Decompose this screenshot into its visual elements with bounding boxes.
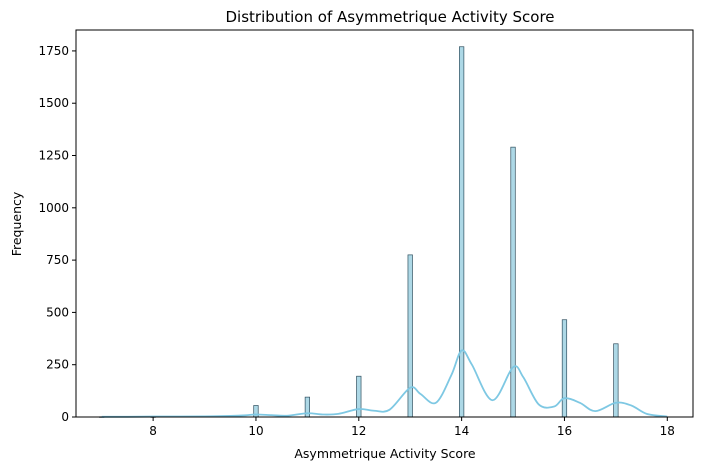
y-tick-label: 1500	[38, 96, 69, 110]
y-tick-label: 250	[46, 358, 69, 372]
histogram-bar	[613, 343, 619, 418]
y-tick-label: 1750	[38, 44, 69, 58]
y-tick-label: 1250	[38, 149, 69, 163]
histogram-bar	[407, 254, 413, 418]
y-tick-label: 0	[61, 410, 69, 424]
kde-curve	[101, 349, 668, 418]
y-tick-label: 1000	[38, 201, 69, 215]
kde-layer	[101, 349, 668, 418]
x-tick-label: 14	[454, 424, 469, 438]
histogram-bar	[356, 375, 362, 418]
y-tick-label: 750	[46, 253, 69, 267]
histogram-bar	[459, 46, 465, 418]
histogram-bar	[510, 146, 516, 418]
plot-frame	[75, 29, 694, 418]
y-tick-label: 500	[46, 305, 69, 319]
plot-area	[99, 46, 619, 418]
x-tick-label: 18	[660, 424, 675, 438]
y-axis: 0 250 500 750 1000 1250 1500 1750	[38, 44, 76, 424]
y-axis-label: Frequency	[9, 191, 24, 256]
x-tick-label: 12	[351, 424, 366, 438]
histogram-bar	[561, 319, 568, 418]
x-tick-label: 8	[149, 424, 157, 438]
x-tick-label: 16	[557, 424, 572, 438]
chart-title: Distribution of Asymmetrique Activity Sc…	[225, 8, 554, 26]
x-axis-label: Asymmetrique Activity Score	[294, 446, 476, 461]
x-tick-label: 10	[248, 424, 263, 438]
x-axis: 8 10 12 14 16 18	[149, 417, 675, 438]
